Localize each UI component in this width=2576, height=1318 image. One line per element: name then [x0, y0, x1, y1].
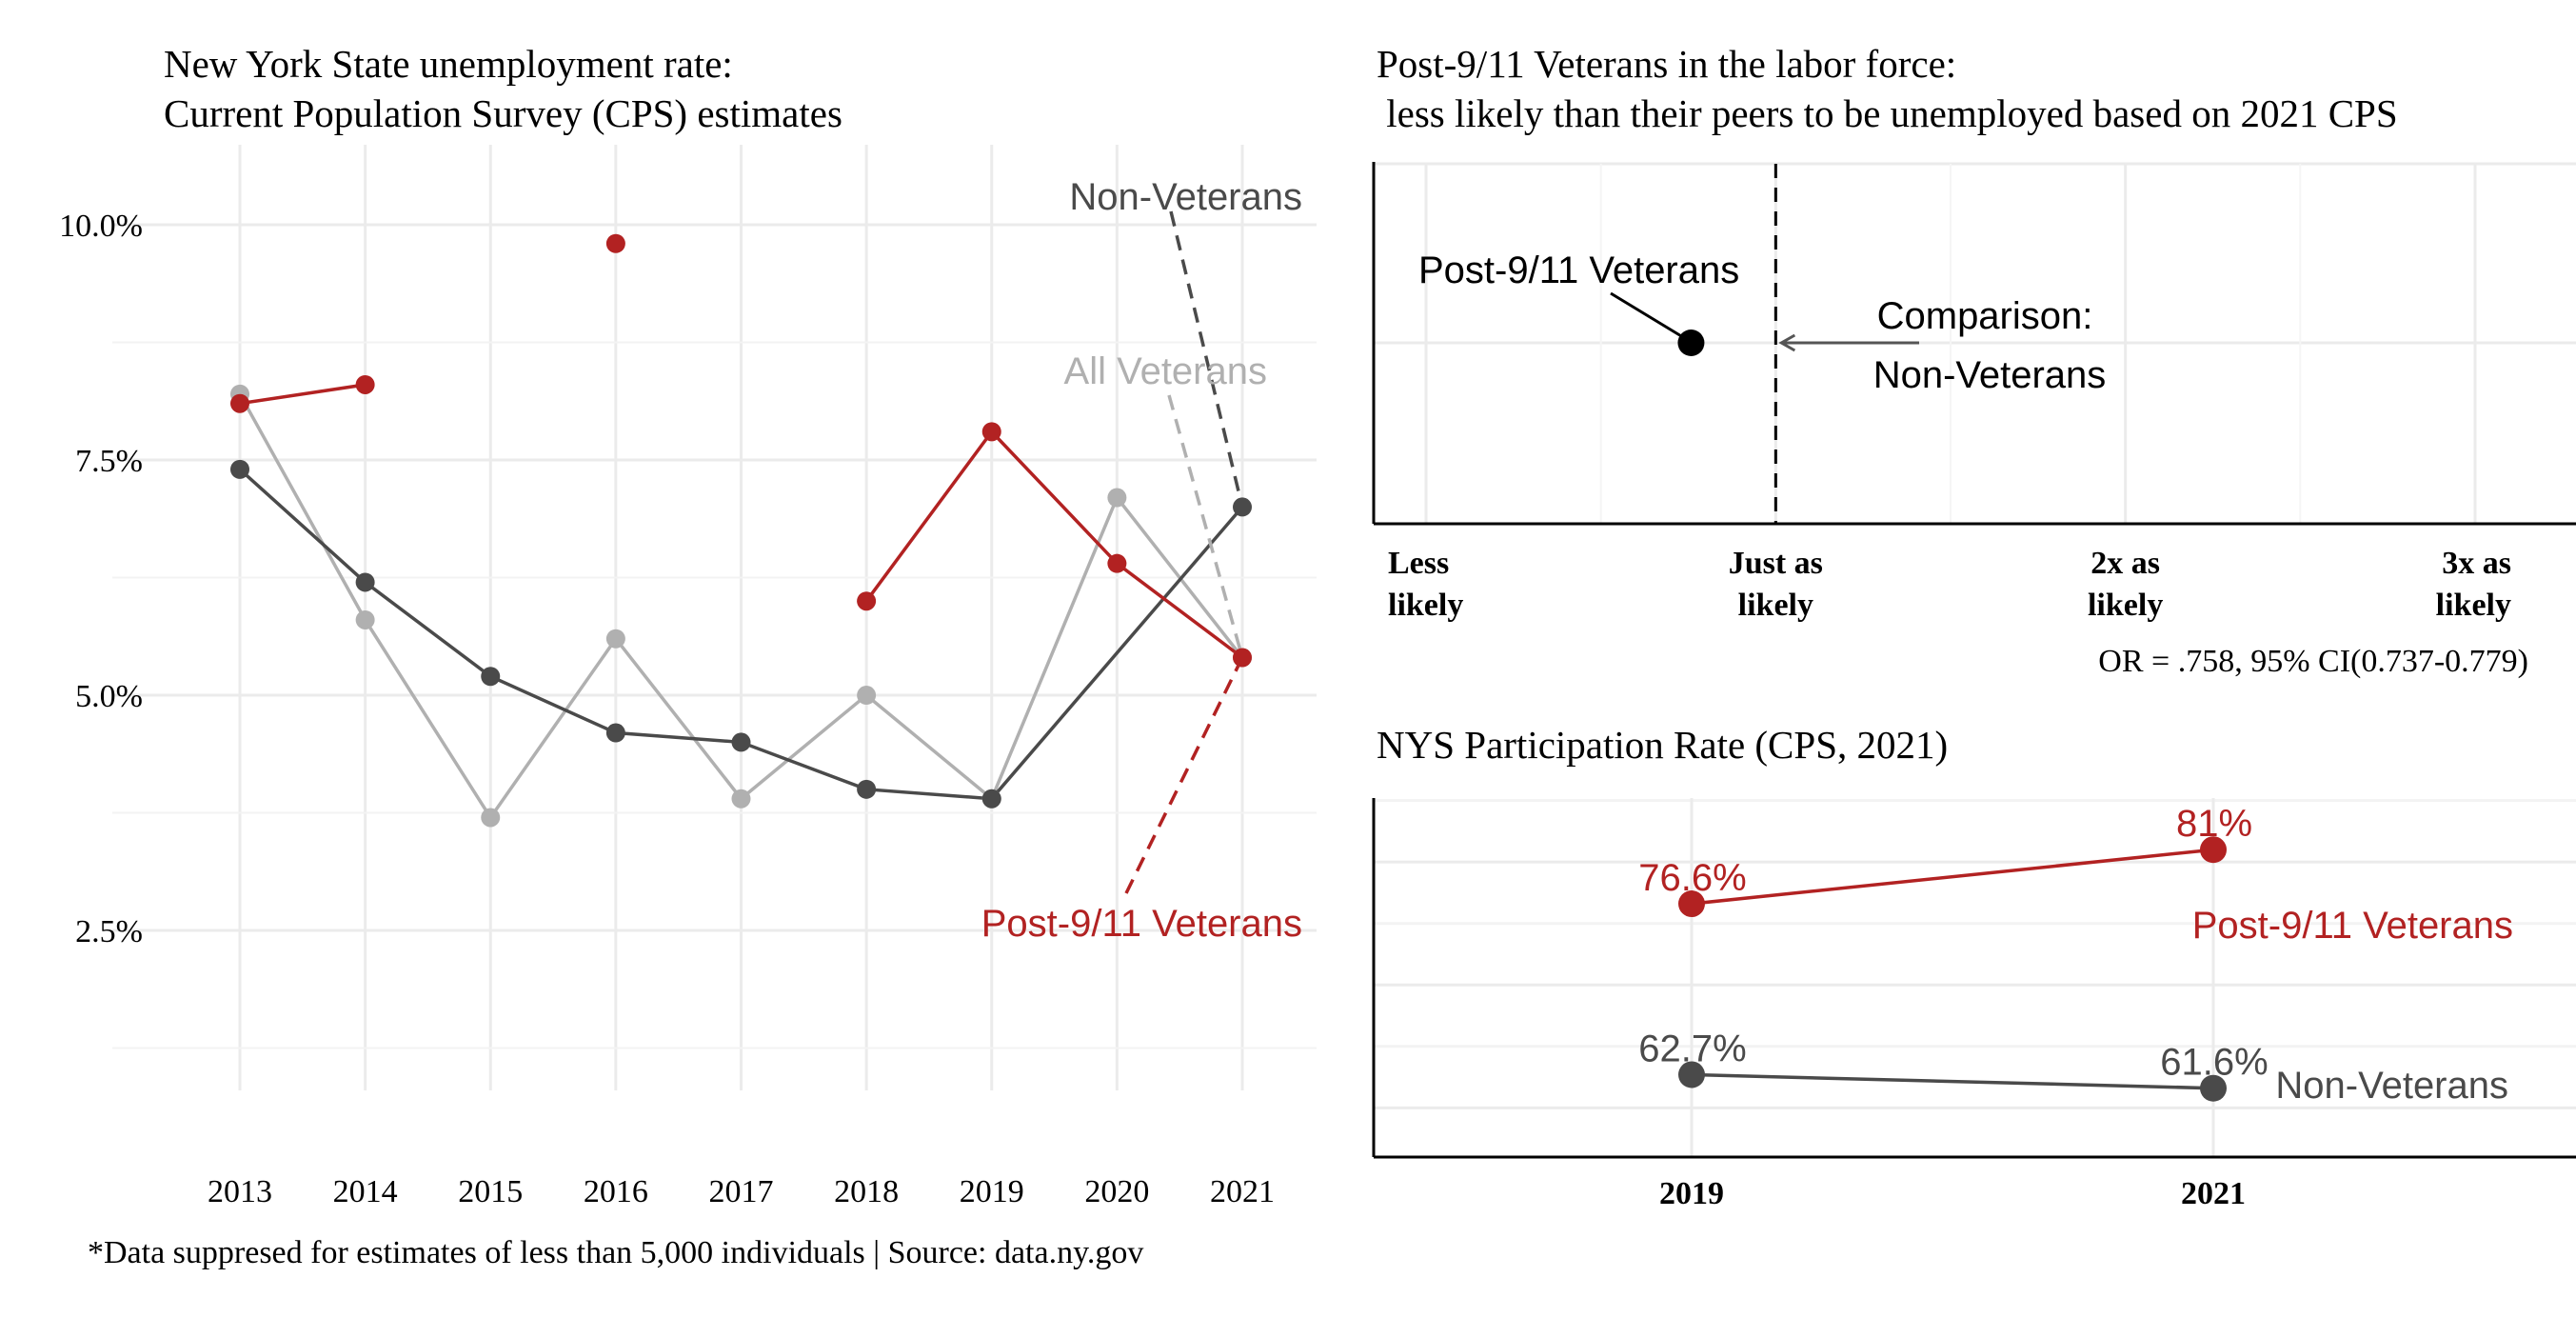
unemployment-y-tick-labels: 2.5% 5.0% 7.5% 10.0%: [59, 209, 143, 949]
x-tick-label-likely-1: likely: [1738, 588, 1813, 623]
x-tick-label-2018: 2018: [834, 1174, 899, 1209]
x-tick-label-just-as-1: Just as: [1729, 546, 1823, 581]
y-tick-label-7-5: 7.5%: [75, 444, 143, 479]
odds-ratio-point: [1677, 330, 1705, 356]
leader-line-all-veterans: [1167, 394, 1244, 658]
participation-value-label-non-veterans-2021: 61.6%: [2160, 1042, 2268, 1084]
leader-line-post-9-11-veterans: [1124, 656, 1244, 894]
leader-line-non-veterans: [1169, 210, 1244, 508]
data-point-post-9-11-veterans-2014: [355, 374, 375, 394]
point-label-leader: [1610, 291, 1691, 343]
y-tick-label-10-0: 10.0%: [59, 209, 143, 244]
reference-label-line1: Comparison:: [1877, 295, 2093, 337]
participation-point-post-9-11-veterans-2019: [1678, 890, 1705, 918]
data-point-non-veterans-2017: [731, 732, 751, 752]
odds-ratio-chart: Post-9/11 Veterans in the labor force: l…: [1372, 42, 2576, 679]
participation-series-label-veterans: Post-9/11 Veterans: [2192, 905, 2513, 947]
x-tick-label-2020: 2020: [1084, 1174, 1149, 1209]
x-tick-label-likely-2: likely: [2088, 588, 2163, 623]
x-tick-label-2014: 2014: [333, 1174, 398, 1209]
participation-grid: [1374, 798, 2576, 1157]
participation-series: 76.6% 81% 62.7% 61.6%: [1638, 803, 2269, 1102]
data-point-non-veterans-2018: [857, 779, 877, 799]
odds-ratio-title: Post-9/11 Veterans in the labor force:: [1377, 42, 1956, 86]
unemployment-chart: New York State unemployment rate: Curren…: [59, 42, 1317, 1270]
x-tick-label-2x-as-2: 2x as: [2091, 546, 2160, 581]
participation-value-label-non-veterans-2019: 62.7%: [1638, 1028, 1746, 1069]
data-point-all-veterans-2018: [857, 686, 877, 706]
data-point-post-9-11-veterans-2013: [230, 393, 249, 413]
x-tick-label-2019: 2019: [1659, 1176, 1724, 1211]
odds-ratio-caption: OR = .758, 95% CI(0.737-0.779): [2098, 644, 2528, 679]
unemployment-label-leaders: [1124, 210, 1244, 894]
participation-point-non-veterans-2019: [1678, 1061, 1705, 1088]
participation-point-non-veterans-2021: [2200, 1074, 2227, 1102]
x-tick-label-3x-as-3: 3x as: [2442, 546, 2511, 581]
x-tick-label-2016: 2016: [584, 1174, 648, 1209]
x-tick-label-2017: 2017: [709, 1174, 774, 1209]
data-point-non-veterans-2013: [230, 459, 249, 479]
footnote: *Data suppresed for estimates of less th…: [88, 1235, 1143, 1270]
data-point-non-veterans-2021: [1233, 497, 1252, 517]
participation-line-post-9-11-veterans: [1691, 848, 2214, 906]
data-point-post-9-11-veterans-2020: [1107, 553, 1127, 573]
x-tick-label-2019: 2019: [960, 1174, 1024, 1209]
data-point-all-veterans-2014: [355, 609, 375, 629]
label-non-veterans: Non-Veterans: [1069, 176, 1302, 218]
y-tick-label-5-0: 5.0%: [75, 679, 143, 714]
reference-label-line2: Non-Veterans: [1873, 354, 2107, 396]
unemployment-x-tick-labels: 2013 2014 2015 2016 2017 2018 2019 2020 2021: [208, 1174, 1275, 1209]
series-line-post-9-11-veterans: [864, 429, 1244, 659]
data-point-all-veterans-2020: [1107, 488, 1127, 508]
unemployment-series-points: [230, 233, 1252, 828]
x-tick-label-less-0: Less: [1388, 546, 1449, 581]
participation-x-tick-labels: 2019 2021: [1659, 1176, 2246, 1211]
series-line-non-veterans: [990, 506, 1244, 800]
x-tick-label-2015: 2015: [458, 1174, 523, 1209]
x-tick-label-2021: 2021: [1210, 1174, 1275, 1209]
unemployment-chart-subtitle: Current Population Survey (CPS) estimate…: [164, 91, 842, 135]
participation-point-post-9-11-veterans-2021: [2200, 836, 2227, 864]
reference-arrowhead: [1778, 333, 1796, 352]
participation-series-label-nonveterans: Non-Veterans: [2275, 1065, 2508, 1107]
data-point-post-9-11-veterans-2016: [605, 233, 625, 253]
data-point-non-veterans-2014: [355, 572, 375, 592]
unemployment-grid: [112, 145, 1317, 1090]
x-tick-label-2013: 2013: [208, 1174, 272, 1209]
data-point-non-veterans-2015: [481, 667, 501, 687]
series-line-post-9-11-veterans: [239, 383, 366, 406]
label-all-veterans: All Veterans: [1064, 350, 1267, 392]
data-point-post-9-11-veterans-2021: [1233, 648, 1252, 668]
odds-ratio-grid: [1374, 162, 2576, 524]
x-tick-label-likely-3: likely: [2436, 588, 2511, 623]
participation-title: NYS Participation Rate (CPS, 2021): [1377, 723, 1948, 767]
participation-line-non-veterans: [1691, 1072, 2214, 1090]
data-point-post-9-11-veterans-2018: [857, 591, 877, 611]
data-point-all-veterans-2016: [605, 629, 625, 649]
data-point-all-veterans-2017: [731, 789, 751, 809]
odds-ratio-subtitle: less likely than their peers to be unemp…: [1377, 91, 2398, 135]
data-point-non-veterans-2016: [605, 723, 625, 743]
data-point-post-9-11-veterans-2019: [981, 422, 1001, 442]
odds-ratio-x-tick-labels: Less likely Just as likely 2x as likely 3x as l…: [1388, 546, 2511, 623]
data-point-non-veterans-2019: [981, 789, 1001, 809]
data-point-all-veterans-2015: [481, 808, 501, 828]
participation-value-label-post-9-11-veterans-2021: 81%: [2176, 803, 2252, 845]
x-tick-label-likely-0: likely: [1388, 588, 1463, 623]
label-post-911-veterans: Post-9/11 Veterans: [981, 903, 1302, 945]
x-tick-label-2021: 2021: [2181, 1176, 2246, 1211]
odds-ratio-point-label: Post-9/11 Veterans: [1418, 250, 1739, 291]
participation-chart: NYS Participation Rate (CPS, 2021) 2019 2…: [1372, 723, 2576, 1211]
unemployment-chart-title: New York State unemployment rate:: [164, 42, 733, 86]
y-tick-label-2-5: 2.5%: [75, 914, 143, 949]
participation-value-label-post-9-11-veterans-2019: 76.6%: [1638, 857, 1746, 899]
